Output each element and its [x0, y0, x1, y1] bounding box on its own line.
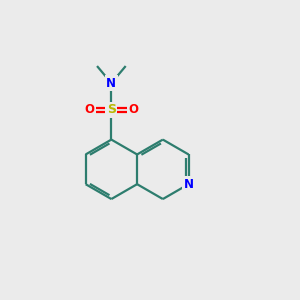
Text: N: N [184, 178, 194, 191]
Text: N: N [106, 76, 116, 90]
Text: O: O [129, 103, 139, 116]
Text: O: O [84, 103, 94, 116]
Text: S: S [107, 103, 116, 116]
